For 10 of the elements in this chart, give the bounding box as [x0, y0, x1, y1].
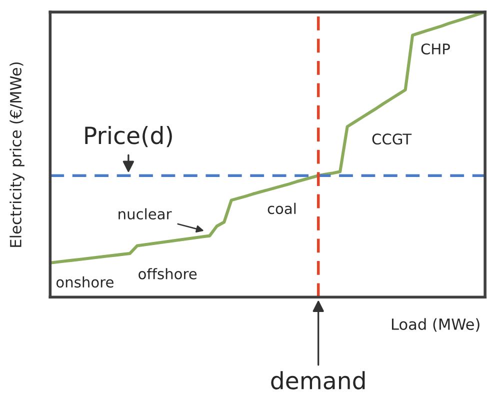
- annotation: coal: [268, 202, 296, 214]
- annotation: onshore: [56, 276, 114, 288]
- y-axis-title: Electricity price (€/MWe): [10, 62, 24, 247]
- ref-line-label: Price(d): [85, 126, 172, 148]
- annotation: nuclear: [118, 208, 172, 220]
- annotation: offshore: [138, 268, 197, 280]
- annotation: CHP: [421, 43, 450, 54]
- text: demand: [271, 371, 365, 390]
- x-axis-title: Load (MWe): [392, 318, 480, 332]
- annotation: CCGT: [372, 134, 412, 145]
